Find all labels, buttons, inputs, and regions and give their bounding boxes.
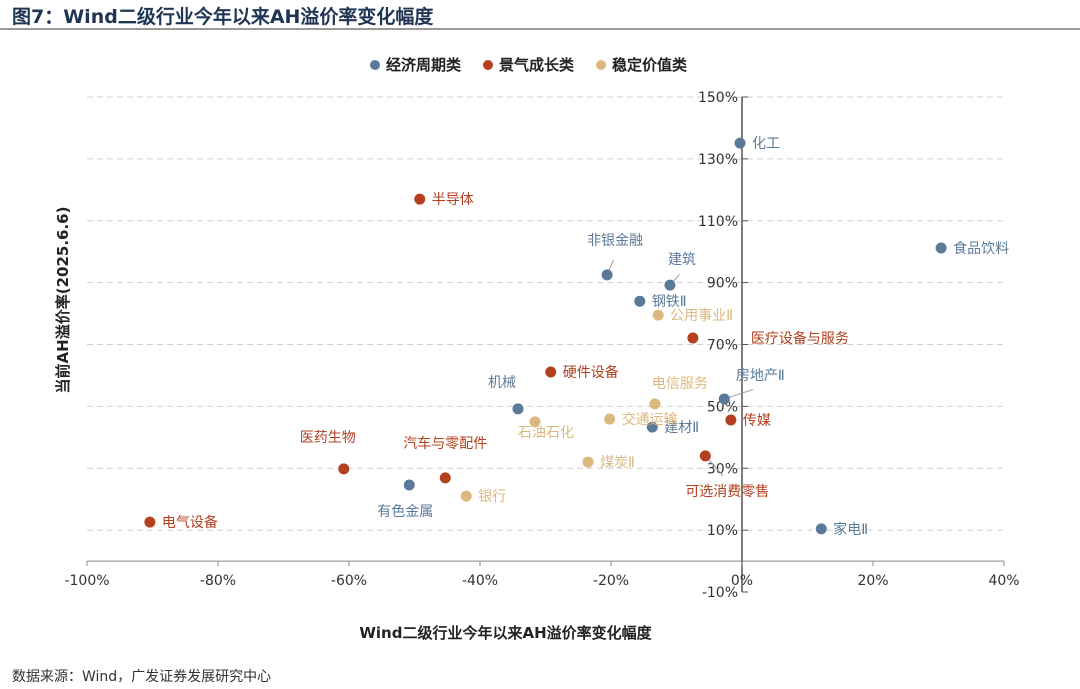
legend-label: 稳定价值类: [612, 56, 688, 74]
point-label: 机械: [488, 375, 516, 391]
legend-item-growth: 景气成长类: [483, 54, 574, 75]
data-point: [604, 413, 616, 425]
legend-marker: [370, 59, 380, 70]
y-tick-label: 30%: [707, 461, 738, 477]
point-label: 银行: [478, 489, 506, 505]
data-point: [935, 242, 947, 254]
x-tick-label: 40%: [988, 573, 1019, 589]
point-label: 有色金属: [377, 503, 433, 520]
x-tick-label: -100%: [64, 573, 109, 589]
x-tick-label: 0%: [731, 573, 753, 589]
y-tick-label: 110%: [698, 214, 738, 230]
x-tick-label: -40%: [462, 573, 498, 589]
point-label: 汽车与零配件: [403, 435, 487, 452]
x-tick-label: -60%: [331, 573, 367, 589]
data-point: [439, 472, 451, 484]
point-label: 电气设备: [162, 514, 218, 531]
data-point: [545, 366, 557, 378]
legend-marker: [483, 59, 494, 70]
y-axis-title: 当前AH溢价率(2025.6.6): [54, 207, 72, 394]
point-label: 非银金融: [587, 233, 643, 249]
y-tick-label: 90%: [707, 276, 738, 292]
x-tick-label: 20%: [857, 573, 888, 589]
y-tick-label: 50%: [707, 399, 738, 415]
data-point: [338, 463, 350, 475]
data-point: [582, 456, 594, 468]
data-point: [414, 193, 426, 205]
point-label: 石油石化: [518, 425, 574, 441]
title-divider: [0, 28, 1080, 30]
y-tick-label: 130%: [698, 152, 738, 168]
point-label: 建材Ⅱ: [664, 420, 699, 436]
legend-label: 经济周期类: [386, 56, 462, 74]
point-label: 公用事业Ⅱ: [670, 308, 733, 324]
data-point: [734, 137, 746, 149]
y-tick-label: 10%: [707, 523, 738, 539]
point-label: 硬件设备: [563, 364, 619, 381]
data-point: [664, 279, 676, 291]
data-point: [699, 450, 711, 462]
point-label: 交通运输: [622, 411, 678, 428]
point-label: 医疗设备与服务: [751, 330, 849, 347]
point-label: 食品饮料: [953, 240, 1009, 257]
data-point: [634, 295, 646, 307]
legend-label: 景气成长类: [499, 56, 575, 74]
point-label: 半导体: [432, 192, 474, 208]
point-label: 化工: [752, 136, 780, 152]
point-label: 房地产Ⅱ: [736, 368, 785, 384]
x-axis-title: Wind二级行业今年以来AH溢价率变化幅度: [359, 624, 652, 642]
x-tick-label: -80%: [200, 573, 236, 589]
legend-marker: [596, 59, 607, 70]
data-point: [687, 332, 699, 344]
legend-item-value: 稳定价值类: [596, 54, 687, 75]
data-point: [652, 309, 664, 321]
point-label: 传媒: [743, 413, 771, 429]
data-point: [725, 414, 737, 426]
data-point: [601, 269, 613, 281]
point-label: 医药生物: [300, 430, 356, 446]
legend: 经济周期类 景气成长类 稳定价值类: [370, 54, 687, 75]
point-label: 家电Ⅱ: [833, 521, 868, 538]
point-label: 钢铁Ⅱ: [652, 294, 687, 310]
y-tick-label: 150%: [698, 90, 738, 106]
y-tick-label: 70%: [707, 338, 738, 354]
x-tick-label: -20%: [593, 573, 629, 589]
y-tick-label: -10%: [702, 585, 738, 601]
data-point: [512, 403, 524, 415]
point-label: 建筑: [668, 252, 696, 268]
data-point: [649, 398, 661, 410]
source-note: 数据来源：Wind，广发证券发展研究中心: [12, 669, 272, 685]
point-label: 电信服务: [652, 376, 708, 392]
data-point: [460, 490, 472, 502]
figure-title: 图7：Wind二级行业今年以来AH溢价率变化幅度: [12, 6, 434, 28]
data-point: [529, 416, 541, 428]
point-label: 煤炭Ⅱ: [600, 455, 635, 471]
data-point: [646, 421, 658, 433]
data-point: [718, 393, 730, 405]
data-point: [144, 516, 156, 528]
data-point: [403, 479, 415, 491]
point-label: 可选消费零售: [685, 484, 769, 500]
data-point: [815, 523, 827, 535]
legend-item-cyclical: 经济周期类: [370, 54, 461, 75]
